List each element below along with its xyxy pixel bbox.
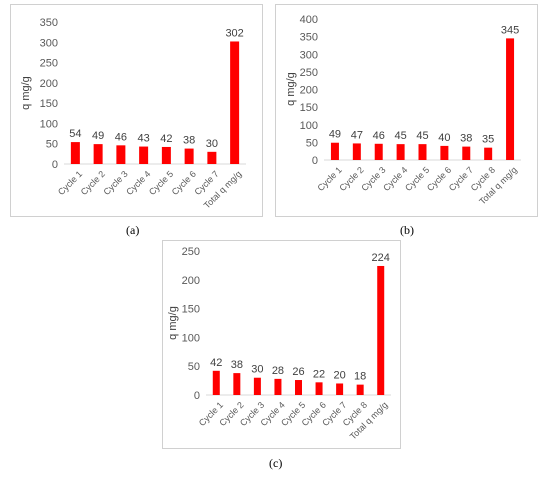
y-axis-title-c: q mg/g xyxy=(167,306,179,340)
chart-panel-a: q mg/g 0 50 100 150 200 250 300 350 54 Cycle 1 49 Cy… xyxy=(10,4,263,217)
bar-c-2 xyxy=(253,377,261,395)
x-tick-label-a-1: Cycle 2 xyxy=(79,169,107,197)
y-tick-label-b-2: 100 xyxy=(300,120,318,132)
x-tick-label-a-4: Cycle 5 xyxy=(147,169,175,197)
bar-a-4 xyxy=(161,146,171,164)
data-label-b-3: 45 xyxy=(394,130,406,142)
data-label-b-4: 45 xyxy=(416,130,428,142)
x-tick-label-a-2: Cycle 3 xyxy=(101,169,129,197)
y-axis-title-a: q mg/g xyxy=(20,76,32,110)
data-label-b-2: 46 xyxy=(373,130,385,142)
data-label-c-5: 22 xyxy=(313,368,325,380)
y-tick-label-c-3: 150 xyxy=(182,304,200,316)
y-tick-label-c-1: 50 xyxy=(188,361,200,373)
y-tick-label-a-2: 100 xyxy=(40,118,58,130)
y-tick-label-b-8: 400 xyxy=(300,14,318,26)
data-label-a-5: 38 xyxy=(183,135,195,147)
bar-c-5 xyxy=(315,382,323,395)
data-label-a-2: 46 xyxy=(115,131,127,143)
bar-a-3 xyxy=(139,146,149,164)
data-label-b-5: 40 xyxy=(438,132,450,144)
y-tick-label-b-1: 50 xyxy=(306,137,318,149)
bar-b-5 xyxy=(440,145,449,160)
bar-b-8 xyxy=(506,38,515,161)
y-tick-label-c-0: 0 xyxy=(194,390,200,402)
y-tick-label-a-0: 0 xyxy=(52,159,58,171)
bar-a-7 xyxy=(230,41,240,164)
chart-a-svg: q mg/g 0 50 100 150 200 250 300 350 54 Cycle 1 49 Cy… xyxy=(20,17,246,211)
y-tick-label-c-2: 100 xyxy=(182,332,200,344)
bar-b-0 xyxy=(330,142,339,160)
data-label-b-1: 47 xyxy=(351,129,363,141)
panel-label-a: (a) xyxy=(126,223,140,237)
bar-c-7 xyxy=(356,384,364,395)
bar-c-6 xyxy=(336,383,344,395)
y-tick-label-a-4: 200 xyxy=(40,78,58,90)
bar-b-2 xyxy=(374,143,383,160)
bar-c-3 xyxy=(274,378,282,395)
bar-c-0 xyxy=(212,370,220,395)
bar-b-7 xyxy=(484,147,493,160)
y-tick-label-a-7: 350 xyxy=(40,17,58,29)
data-label-c-2: 30 xyxy=(251,364,263,376)
data-label-c-3: 28 xyxy=(272,365,284,377)
panel-label-c: (c) xyxy=(269,456,283,470)
data-label-c-7: 18 xyxy=(354,371,366,383)
bar-c-4 xyxy=(295,380,302,395)
bar-a-1 xyxy=(93,144,103,164)
data-label-c-6: 20 xyxy=(333,369,345,381)
data-label-b-7: 35 xyxy=(482,134,494,146)
bar-a-0 xyxy=(70,142,80,164)
bar-c-1 xyxy=(233,373,241,395)
y-axis-title-b: q mg/g xyxy=(285,72,297,106)
data-label-a-3: 43 xyxy=(138,133,150,145)
y-tick-label-b-5: 250 xyxy=(300,67,318,79)
bar-a-5 xyxy=(184,148,194,164)
data-label-a-0: 54 xyxy=(69,128,81,140)
y-tick-label-a-5: 250 xyxy=(40,58,58,70)
data-label-c-0: 42 xyxy=(210,357,222,369)
data-label-c-4: 26 xyxy=(292,366,304,378)
bar-a-2 xyxy=(116,145,126,164)
data-label-b-6: 38 xyxy=(460,133,472,145)
y-tick-label-c-5: 250 xyxy=(182,246,200,258)
x-tick-label-a-0: Cycle 1 xyxy=(56,169,84,197)
y-tick-label-a-3: 150 xyxy=(40,98,58,110)
y-tick-label-b-0: 0 xyxy=(312,155,318,167)
data-label-a-7: 302 xyxy=(225,27,243,39)
data-label-b-8: 345 xyxy=(501,24,519,36)
bar-b-3 xyxy=(396,144,405,160)
bar-b-1 xyxy=(352,143,361,160)
bar-a-6 xyxy=(207,151,217,164)
panel-label-b: (b) xyxy=(400,223,414,237)
data-label-c-8: 224 xyxy=(372,252,390,264)
data-label-a-1: 49 xyxy=(92,130,104,142)
y-tick-label-b-7: 350 xyxy=(300,32,318,44)
y-tick-label-c-4: 200 xyxy=(182,275,200,287)
y-tick-label-b-6: 300 xyxy=(300,49,318,61)
data-label-a-4: 42 xyxy=(160,133,172,145)
data-label-b-0: 49 xyxy=(329,129,341,141)
y-tick-label-a-1: 50 xyxy=(46,139,58,151)
y-tick-label-b-4: 200 xyxy=(300,85,318,97)
data-label-c-1: 38 xyxy=(231,359,243,371)
y-tick-label-b-3: 150 xyxy=(300,102,318,114)
x-tick-label-a-5: Cycle 6 xyxy=(170,169,198,197)
x-tick-label-a-3: Cycle 4 xyxy=(124,169,152,197)
bar-b-4 xyxy=(418,144,427,160)
bar-c-8 xyxy=(377,265,385,395)
y-tick-label-a-6: 300 xyxy=(40,37,58,49)
data-label-a-6: 30 xyxy=(206,138,218,150)
bar-b-6 xyxy=(462,146,471,160)
